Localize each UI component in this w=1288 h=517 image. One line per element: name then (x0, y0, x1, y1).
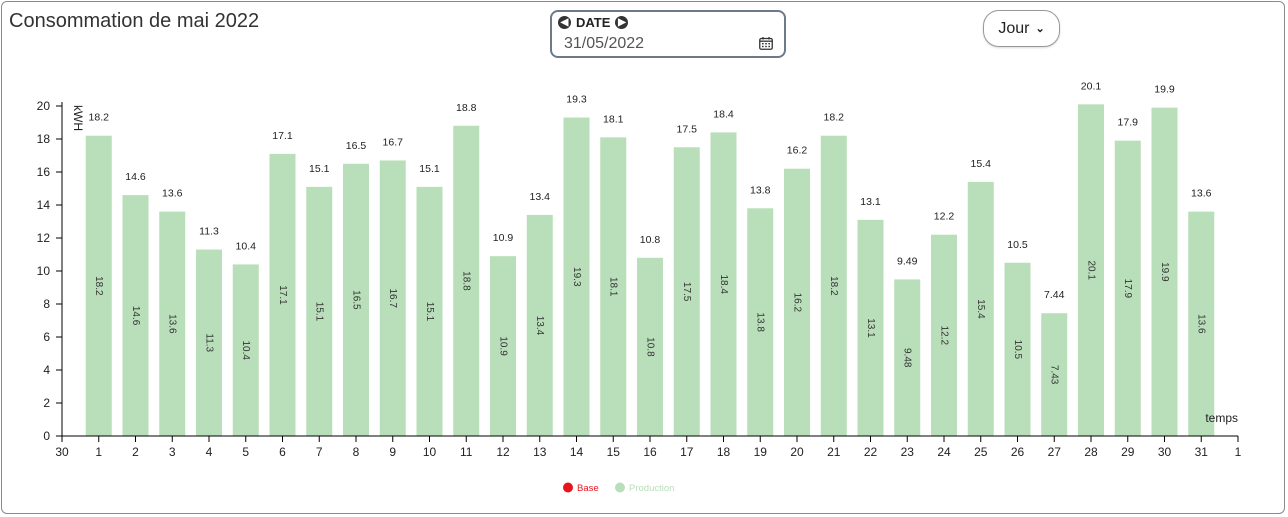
date-input[interactable] (564, 35, 744, 53)
arrow-right-circle-icon[interactable]: ▶ (615, 16, 629, 29)
date-picker-header: ◀ DATE ▶ (558, 15, 629, 30)
date-picker[interactable]: ◀ DATE ▶ (550, 10, 786, 58)
calendar-icon[interactable] (759, 37, 773, 50)
period-select-value: Jour (998, 19, 1030, 37)
chevron-down-icon: ⌄ (1035, 23, 1045, 35)
date-label: DATE (576, 15, 611, 30)
period-select[interactable]: Jour ⌄ (983, 10, 1060, 47)
arrow-left-circle-icon[interactable]: ◀ (558, 16, 571, 29)
page-title: Consommation de mai 2022 (9, 10, 260, 32)
